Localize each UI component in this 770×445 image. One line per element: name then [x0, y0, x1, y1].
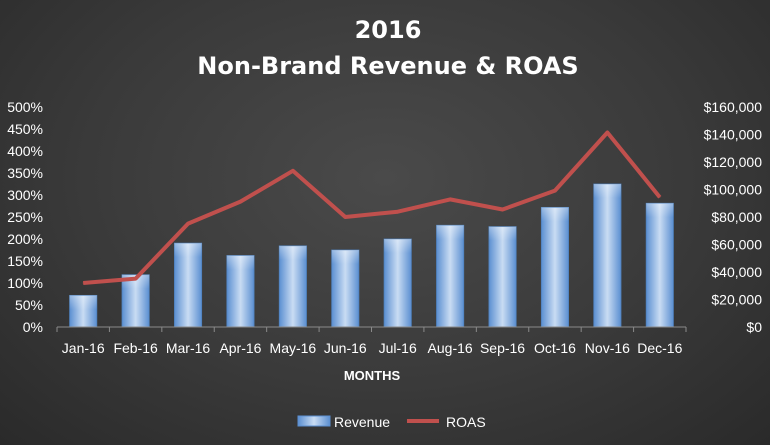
x-axis-label: MONTHS	[344, 368, 401, 383]
revenue-bar-highlight	[488, 226, 517, 241]
revenue-bar-highlight	[593, 184, 622, 198]
x-tick-label: Jun-16	[324, 340, 367, 356]
revenue-bars	[69, 183, 674, 328]
left-tick-label: 50%	[15, 297, 43, 313]
left-tick-label: 150%	[7, 253, 43, 269]
revenue-bar-highlight	[331, 250, 359, 264]
x-tick-label: Sep-16	[480, 340, 525, 356]
revenue-bar-highlight	[174, 243, 202, 258]
right-tick-label: $100,000	[704, 182, 763, 198]
revenue-bar	[436, 224, 465, 328]
left-tick-label: 450%	[7, 121, 43, 137]
x-tick-label: Dec-16	[637, 340, 682, 356]
legend-revenue-label: Revenue	[334, 414, 390, 430]
revenue-bar-highlight	[226, 255, 255, 270]
revenue-bar-highlight	[279, 245, 307, 260]
revenue-bar	[488, 226, 517, 328]
legend-roas-label: ROAS	[446, 414, 486, 430]
roas-point	[239, 201, 241, 203]
left-tick-label: 500%	[7, 99, 43, 115]
roas-line	[83, 130, 662, 285]
x-axis: Jan-16 Feb-16 Mar-16 Apr-16 May-16 Jun-16 Jul-…	[56, 327, 687, 356]
left-tick-label: 350%	[7, 165, 43, 181]
revenue-bar	[383, 238, 412, 328]
roas-point	[292, 170, 294, 172]
left-tick-label: 100%	[7, 275, 43, 291]
x-tick-label: Feb-16	[113, 340, 158, 356]
left-tick-label: 0%	[23, 319, 43, 335]
revenue-bar-highlight	[436, 225, 464, 240]
x-tick-label: Mar-16	[166, 340, 211, 356]
x-tick-label: Apr-16	[219, 340, 261, 356]
roas-point	[449, 198, 451, 200]
revenue-bar	[645, 202, 674, 328]
revenue-bar-highlight	[646, 203, 674, 218]
left-axis: 0% 50% 100% 150% 200% 250% 300% 350% 400% 450% 500…	[7, 99, 43, 335]
chart-title: 2016	[355, 16, 422, 44]
right-tick-label: $80,000	[711, 209, 762, 225]
revenue-bar-highlight	[541, 207, 569, 222]
roas-point	[82, 282, 84, 284]
roas-point	[659, 196, 661, 198]
roas-line-layer	[82, 130, 662, 285]
x-tick-label: Nov-16	[585, 340, 630, 356]
x-tick-label: May-16	[270, 340, 317, 356]
left-tick-label: 300%	[7, 187, 43, 203]
roas-point	[344, 216, 346, 218]
roas-point	[187, 223, 189, 225]
roas-point	[554, 190, 556, 192]
right-tick-label: $160,000	[704, 99, 763, 115]
right-axis: $0 $20,000 $40,000 $60,000 $80,000 $100,000 $1…	[704, 99, 763, 335]
x-tick-label: Aug-16	[428, 340, 473, 356]
right-tick-label: $20,000	[711, 292, 762, 308]
left-tick-label: 400%	[7, 143, 43, 159]
revenue-bar	[540, 206, 569, 328]
legend-revenue-swatch	[297, 415, 331, 427]
chart-subtitle: Non-Brand Revenue & ROAS	[197, 52, 578, 80]
right-tick-label: $120,000	[704, 154, 763, 170]
revenue-bar	[593, 183, 622, 328]
roas-point	[502, 209, 504, 211]
roas-point	[397, 211, 399, 213]
x-tick-label: Oct-16	[534, 340, 576, 356]
roas-point	[135, 278, 137, 280]
x-tick-label: Jan-16	[62, 340, 105, 356]
right-tick-label: $40,000	[711, 264, 762, 280]
right-tick-label: $0	[746, 319, 762, 335]
x-tick-label: Jul-16	[379, 340, 417, 356]
right-tick-label: $60,000	[711, 237, 762, 253]
legend: Revenue ROAS	[297, 414, 486, 430]
left-tick-label: 250%	[7, 209, 43, 225]
left-tick-label: 200%	[7, 231, 43, 247]
revenue-bar-highlight	[384, 239, 412, 253]
right-tick-label: $140,000	[704, 127, 763, 143]
revenue-bar-highlight	[69, 295, 97, 310]
roas-point	[606, 132, 608, 134]
